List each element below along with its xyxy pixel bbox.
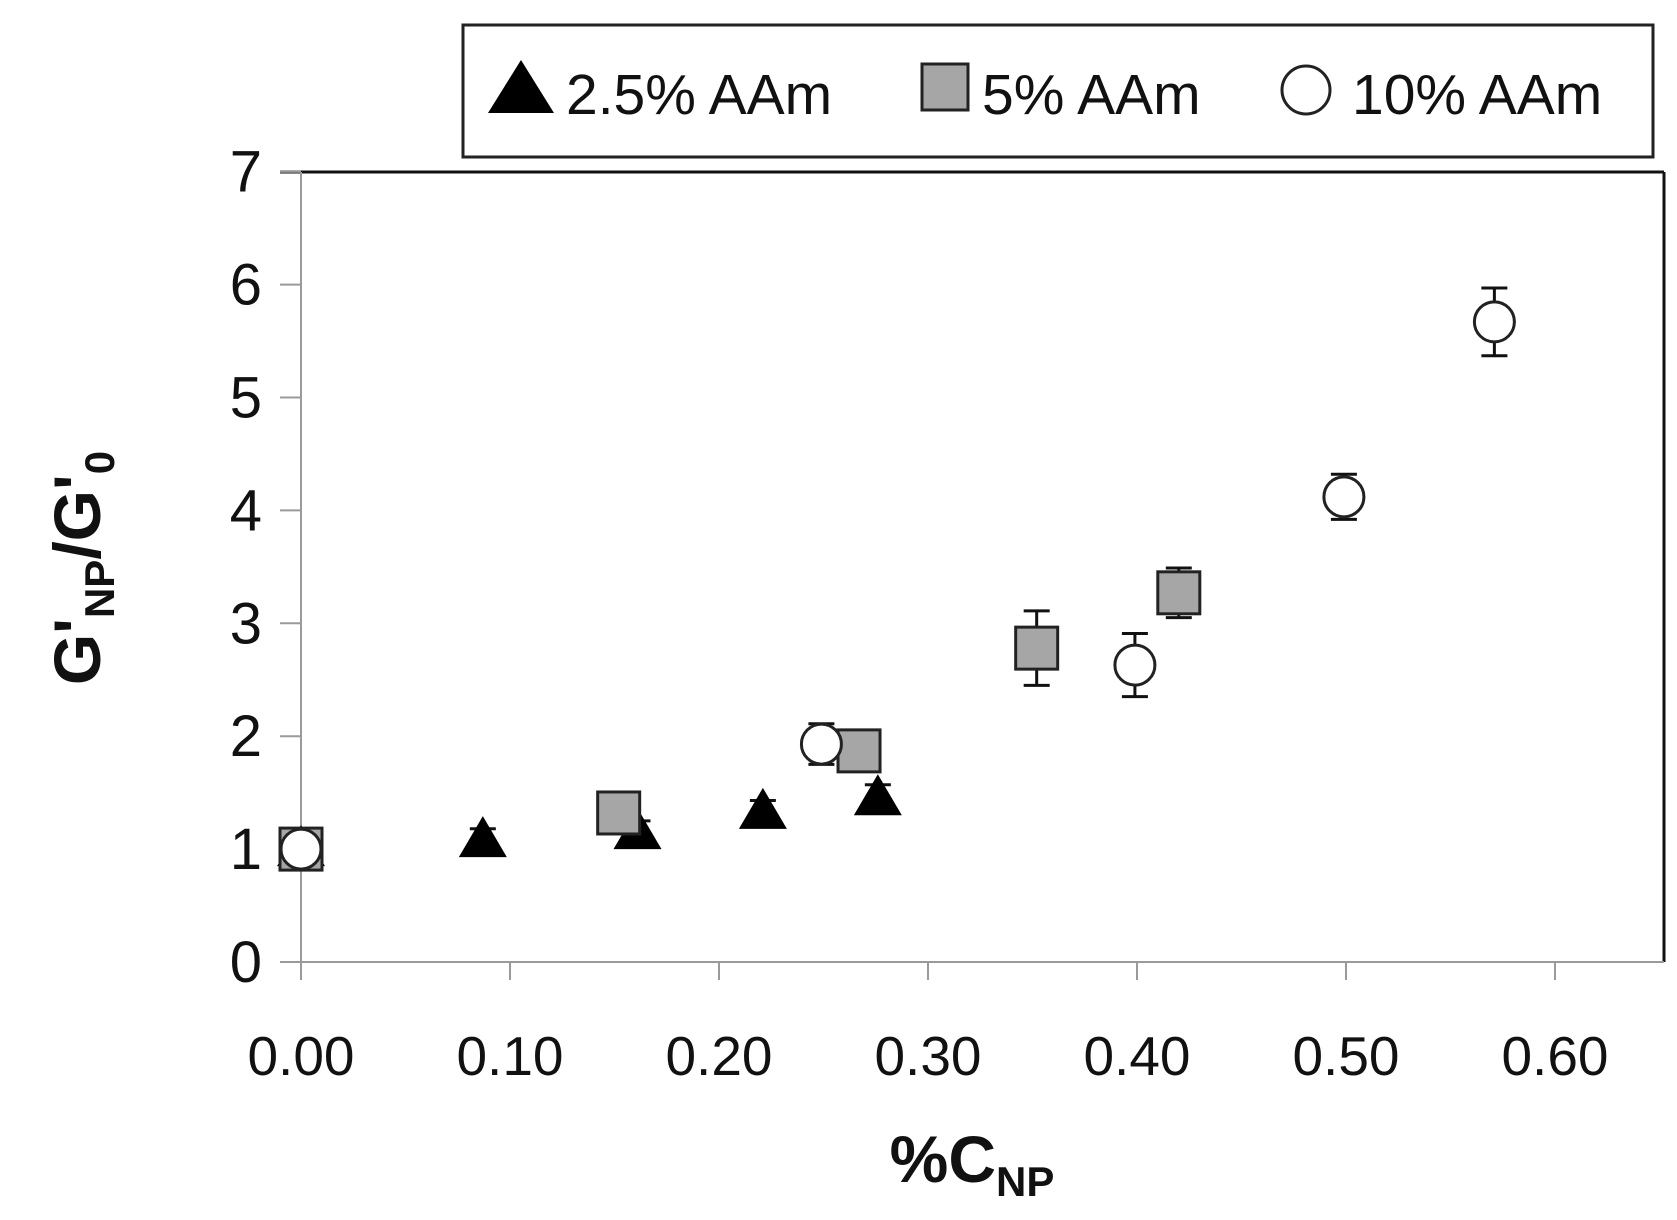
y-axis-title-g: G' xyxy=(40,618,114,685)
x-tick-label: 0.00 xyxy=(247,1025,354,1087)
legend-triangle-icon xyxy=(488,60,554,113)
data-point-series-1 xyxy=(853,774,902,816)
x-axis-ticks: 0.00 0.10 0.20 0.30 0.40 0.50 0.60 xyxy=(247,962,1609,1087)
circle-marker xyxy=(1322,475,1366,519)
data-points xyxy=(277,286,1516,872)
y-axis-title-sub-np: NP xyxy=(76,560,123,618)
legend-label-series-1: 2.5% AAm xyxy=(566,63,832,127)
y-tick-label: 4 xyxy=(230,478,262,543)
triangle-marker xyxy=(738,787,787,829)
circle-marker xyxy=(799,722,843,766)
x-tick-label: 0.40 xyxy=(1083,1025,1190,1087)
data-point-series-3 xyxy=(799,722,843,766)
square-marker xyxy=(836,728,882,774)
y-axis-title-sub-0: 0 xyxy=(76,451,123,474)
circle-marker xyxy=(279,827,323,871)
legend-label-series-2: 5% AAm xyxy=(982,63,1201,127)
y-tick-label: 6 xyxy=(230,253,262,318)
x-axis-title-sub: NP xyxy=(996,1158,1054,1205)
circle-marker xyxy=(1472,300,1516,344)
y-axis-title-mid: /G' xyxy=(40,474,114,559)
y-tick-label: 3 xyxy=(230,591,262,656)
data-point-series-3 xyxy=(1322,472,1366,521)
y-tick-label: 0 xyxy=(230,930,262,995)
x-tick-label: 0.20 xyxy=(665,1025,772,1087)
data-point-series-2 xyxy=(836,728,882,774)
y-axis-ticks: 0 1 2 3 4 5 6 7 xyxy=(230,140,301,995)
x-axis-title: %CNP xyxy=(890,1122,1055,1205)
data-point-series-2 xyxy=(1014,609,1060,687)
square-marker xyxy=(596,790,642,836)
legend-box xyxy=(461,23,1655,159)
data-point-series-3 xyxy=(1113,631,1157,699)
square-marker xyxy=(1156,570,1202,616)
x-tick-label: 0.50 xyxy=(1292,1025,1399,1087)
y-tick-label: 7 xyxy=(230,140,262,205)
y-tick-label: 1 xyxy=(230,817,262,882)
data-point-series-3 xyxy=(279,827,323,871)
legend: 2.5% AAm 5% AAm 10% AAm xyxy=(461,23,1655,159)
legend-label-series-3: 10% AAm xyxy=(1352,63,1602,127)
x-tick-label: 0.10 xyxy=(456,1025,563,1087)
triangle-marker xyxy=(853,774,902,816)
legend-circle-icon xyxy=(1280,64,1332,116)
legend-square-icon xyxy=(920,62,970,112)
x-tick-label: 0.30 xyxy=(874,1025,981,1087)
y-tick-label: 5 xyxy=(230,366,262,431)
circle-marker xyxy=(1113,643,1157,687)
data-point-series-2 xyxy=(596,790,642,836)
data-point-series-1 xyxy=(458,816,507,858)
data-point-series-3 xyxy=(1472,286,1516,358)
triangle-marker xyxy=(458,816,507,858)
y-tick-label: 2 xyxy=(230,704,262,769)
x-axis-title-main: %C xyxy=(890,1122,996,1196)
data-point-series-2 xyxy=(1156,566,1202,620)
x-tick-label: 0.60 xyxy=(1501,1025,1608,1087)
data-point-series-1 xyxy=(738,787,787,829)
y-axis-title: G'NP/G'0 xyxy=(40,451,123,685)
square-marker xyxy=(1014,625,1060,671)
